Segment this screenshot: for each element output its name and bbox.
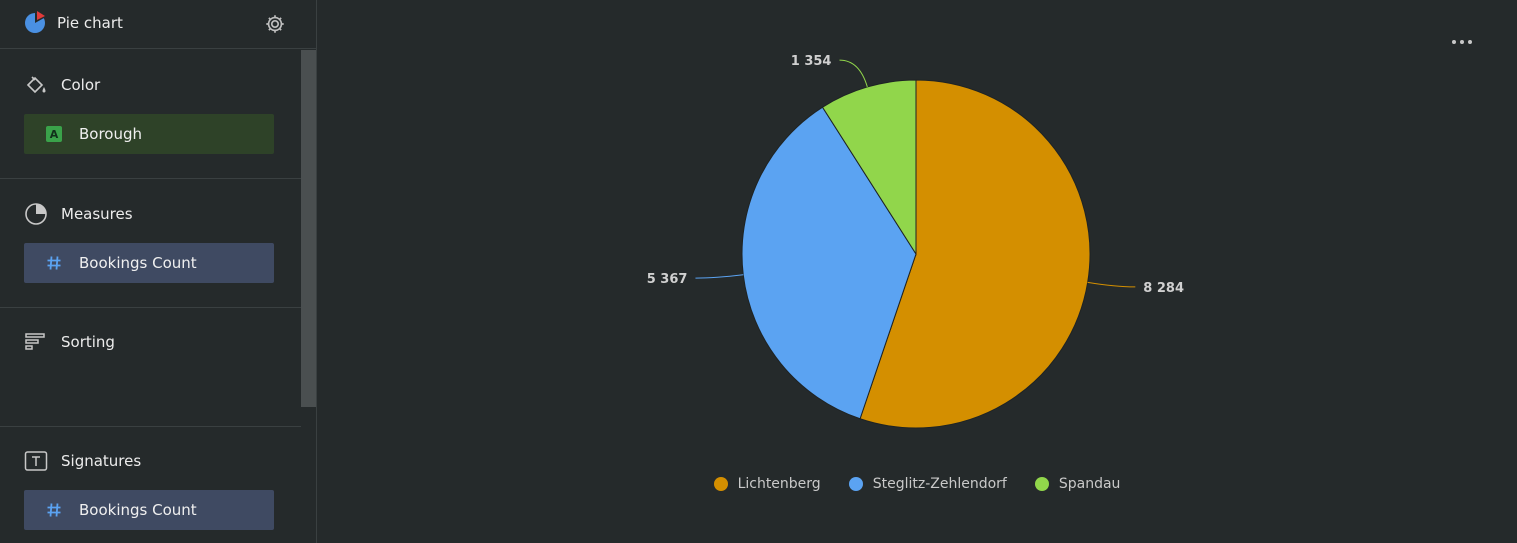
number-hash-icon	[47, 256, 61, 270]
sidebar-header: Pie chart	[0, 0, 316, 49]
legend-label: Steglitz-Zehlendorf	[872, 476, 1007, 492]
sidebar-scrollbar[interactable]	[301, 50, 316, 407]
measures-section-label: Measures	[61, 205, 133, 223]
color-section-title: Color	[24, 73, 100, 97]
chart-area: 8 284 5 367 1 354 Lichtenberg Steglitz-Zehl…	[317, 0, 1517, 543]
settings-sidebar: Pie chart Color A Borough	[0, 0, 317, 543]
paint-bucket-icon	[26, 76, 46, 94]
visualization-type-title: Pie chart	[57, 14, 123, 32]
legend-item[interactable]: Lichtenberg	[713, 476, 821, 492]
pie-chart-logo-icon	[25, 11, 45, 33]
more-dots-icon	[1452, 40, 1472, 44]
legend-color-dot	[713, 477, 728, 491]
legend-item[interactable]: Steglitz-Zehlendorf	[848, 476, 1007, 492]
pie-chart: 8 284 5 367 1 354	[647, 54, 1184, 429]
signature-field-label: Bookings Count	[79, 501, 197, 519]
label-leader-line	[839, 59, 868, 88]
chart-legend: Lichtenberg Steglitz-Zehlendorf Spandau	[317, 476, 1517, 492]
sort-icon	[25, 333, 45, 350]
label-leader-line	[695, 274, 744, 279]
legend-label: Spandau	[1058, 476, 1121, 492]
color-section-label: Color	[61, 76, 101, 94]
measure-field-label: Bookings Count	[79, 254, 197, 272]
pie-segment-icon	[25, 203, 47, 225]
section-divider	[0, 307, 301, 308]
signatures-section-label: Signatures	[61, 452, 142, 470]
legend-label: Lichtenberg	[737, 476, 821, 492]
number-hash-icon	[47, 503, 61, 517]
gear-icon[interactable]	[264, 13, 286, 35]
legend-item[interactable]: Spandau	[1034, 476, 1121, 492]
sorting-section-title: Sorting	[24, 330, 115, 354]
data-label: 5 367	[647, 272, 688, 287]
data-label: 8 284	[1143, 281, 1184, 296]
legend-color-dot	[1034, 477, 1049, 491]
label-leader-line	[1087, 281, 1136, 288]
more-options-button[interactable]	[1449, 30, 1475, 54]
section-divider	[0, 426, 301, 427]
signatures-section-title: Signatures	[24, 449, 141, 473]
measures-section-title: Measures	[24, 202, 133, 226]
pie-slice-spandau[interactable]	[821, 79, 917, 256]
pie-slice-lichtenberg[interactable]	[859, 79, 1091, 429]
data-label: 1 354	[791, 54, 832, 69]
color-field-label: Borough	[79, 125, 143, 143]
measure-field-chip[interactable]: Bookings Count	[24, 243, 274, 283]
signature-field-chip[interactable]: Bookings Count	[24, 490, 274, 530]
string-type-icon: A	[46, 126, 62, 142]
legend-color-dot	[848, 477, 863, 491]
pie-slice-steglitz-zehlendorf[interactable]	[741, 106, 917, 420]
section-divider	[0, 178, 301, 179]
sorting-section-label: Sorting	[61, 333, 115, 351]
color-field-chip[interactable]: A Borough	[24, 114, 274, 154]
text-box-icon	[24, 451, 48, 471]
